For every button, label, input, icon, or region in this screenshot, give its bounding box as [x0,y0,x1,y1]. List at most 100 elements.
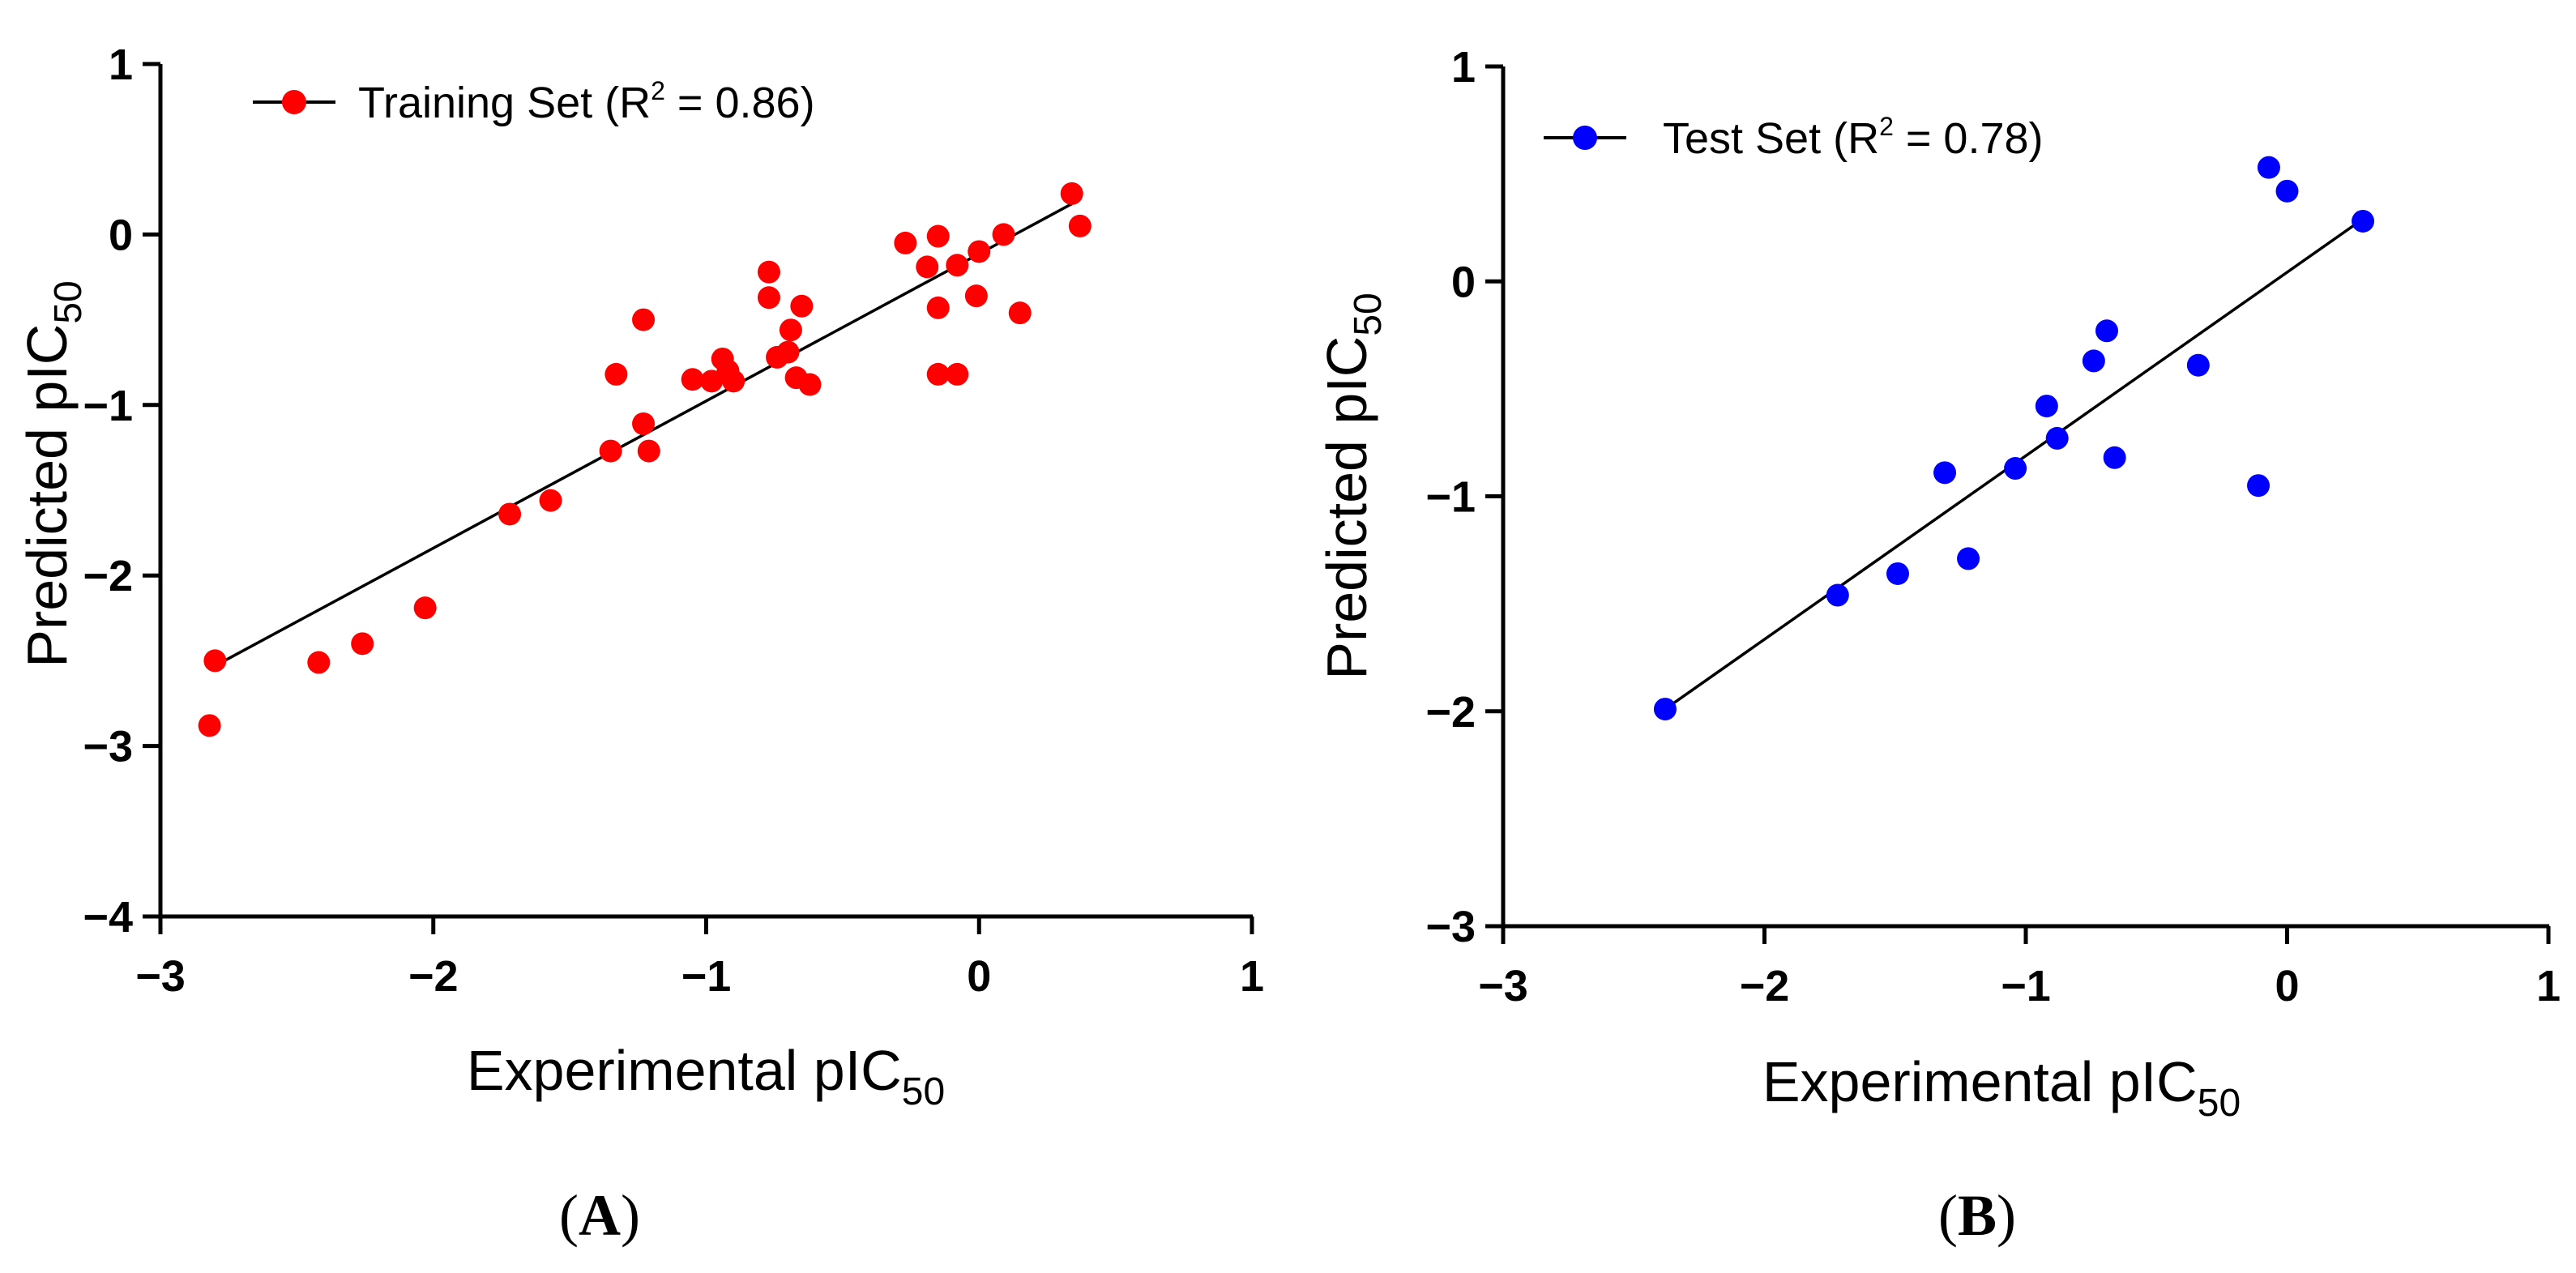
data-point [790,294,814,318]
data-point [926,362,950,386]
data-point [413,596,437,620]
y-tick-label: −4 [83,893,133,942]
y-tick-label: 1 [109,41,133,89]
panel-letter-b: B [1958,1183,1997,1248]
data-point [2352,209,2375,233]
legend-label-suffix: = 0.78) [1894,114,2044,163]
data-point [637,439,660,463]
x-tick-label: 0 [967,952,991,1001]
data-point [2247,474,2271,498]
y-tick-label: 0 [109,211,133,259]
x-tick-label: −3 [1478,962,1528,1010]
data-point [700,370,724,393]
y-tick-label: −1 [83,382,133,430]
data-point [604,362,628,386]
data-point [2275,179,2299,203]
data-point [1826,583,1849,607]
y-axis-title: Predicted pIC50 [15,280,90,668]
axes-a [158,64,1253,919]
legend-label-main: Test Set (R [1663,114,1879,163]
data-point [2045,426,2069,450]
y-tick-label: −3 [83,723,133,771]
x-axis-title-main: Experimental pIC [1762,1050,2198,1113]
panel-label-a: (A) [559,1183,640,1248]
x-tick-label: 1 [1240,952,1264,1001]
y-tick-label: −1 [1425,473,1476,522]
data-point [757,286,780,310]
data-point [946,254,969,277]
x-tick-label: −1 [681,952,732,1001]
data-point [946,362,969,386]
data-points-b [1653,156,2375,721]
y-axis-title-sub: 50 [47,280,90,323]
legend-label: Test Set (R2 = 0.78) [1663,112,2044,163]
data-point [757,260,780,284]
y-axis-title-main: Predicted pIC [15,324,79,668]
x-tick-label: 1 [2536,962,2561,1010]
data-point [1653,698,1677,721]
data-point [2095,319,2118,343]
y-tick-label: −3 [1425,903,1476,951]
data-point [964,284,988,308]
data-point [1060,182,1083,205]
panel-letter-a: A [579,1183,621,1248]
data-point [203,649,227,673]
data-point [776,340,800,364]
data-point [926,296,950,319]
data-point [722,370,745,393]
data-point [779,318,802,342]
data-point [2035,395,2058,418]
legend-label-sup: 2 [1879,112,1894,141]
chart-panel-b: −3 −2 −1 0 1 −3 −2 −1 0 1 Test Set (R2 = 0.78) Ex… [1315,43,2561,1248]
data-point [632,308,656,331]
data-point [2257,156,2280,179]
legend-label: Training Set (R2 = 0.86) [358,76,815,127]
legend-marker [1573,126,1597,150]
data-point [599,439,622,463]
data-points-a [198,182,1091,737]
legend-marker [282,90,306,114]
data-point [1957,547,1980,570]
data-point [539,489,562,512]
legend-label-suffix: = 0.86) [665,79,815,127]
y-tick-label: 0 [1451,258,1476,306]
data-point [632,412,656,435]
x-axis-title-sub: 50 [902,1070,945,1113]
legend-b: Test Set (R2 = 0.78) [1544,112,2044,163]
x-axis-title-sub: 50 [2198,1082,2241,1125]
y-tick-label: −2 [83,552,133,600]
data-point [498,502,522,526]
y-axis-title-sub: 50 [1347,293,1390,335]
data-point [307,651,331,674]
ticks-a: −3 −2 −1 0 1−4−3−2−101 [83,41,1264,1001]
data-point [2103,446,2126,469]
x-tick-label: −2 [1740,962,1790,1010]
data-point [926,224,950,248]
y-axis-title-main: Predicted pIC [1315,336,1378,680]
data-point [1068,214,1091,237]
data-point [2004,457,2027,481]
y-tick-label: −2 [1425,688,1476,737]
chart-panel-a: −3 −2 −1 0 1−4−3−2−101 Training Set (R2 = 0.… [15,41,1264,1248]
x-tick-label: −3 [135,952,186,1001]
legend-a: Training Set (R2 = 0.86) [253,76,815,127]
data-point [351,632,374,656]
data-point [1008,301,1032,325]
legend-label-sup: 2 [651,76,665,105]
x-tick-label: −1 [2001,962,2051,1010]
data-point [968,240,991,263]
ticks-b: −3 −2 −1 0 1 −3 −2 −1 0 1 [1425,43,2561,1010]
legend-label-main: Training Set (R [358,79,651,127]
panel-label-b: (B) [1938,1183,2016,1248]
y-axis-title: Predicted pIC50 [1315,293,1390,680]
x-tick-label: 0 [2275,962,2299,1010]
x-axis-title: Experimental pIC50 [467,1039,945,1113]
data-point [2186,353,2210,377]
data-point [1933,461,1957,485]
x-axis-title-main: Experimental pIC [467,1039,902,1102]
data-point [916,255,939,279]
data-point [198,714,221,737]
data-point [798,373,822,396]
data-point [992,223,1015,246]
